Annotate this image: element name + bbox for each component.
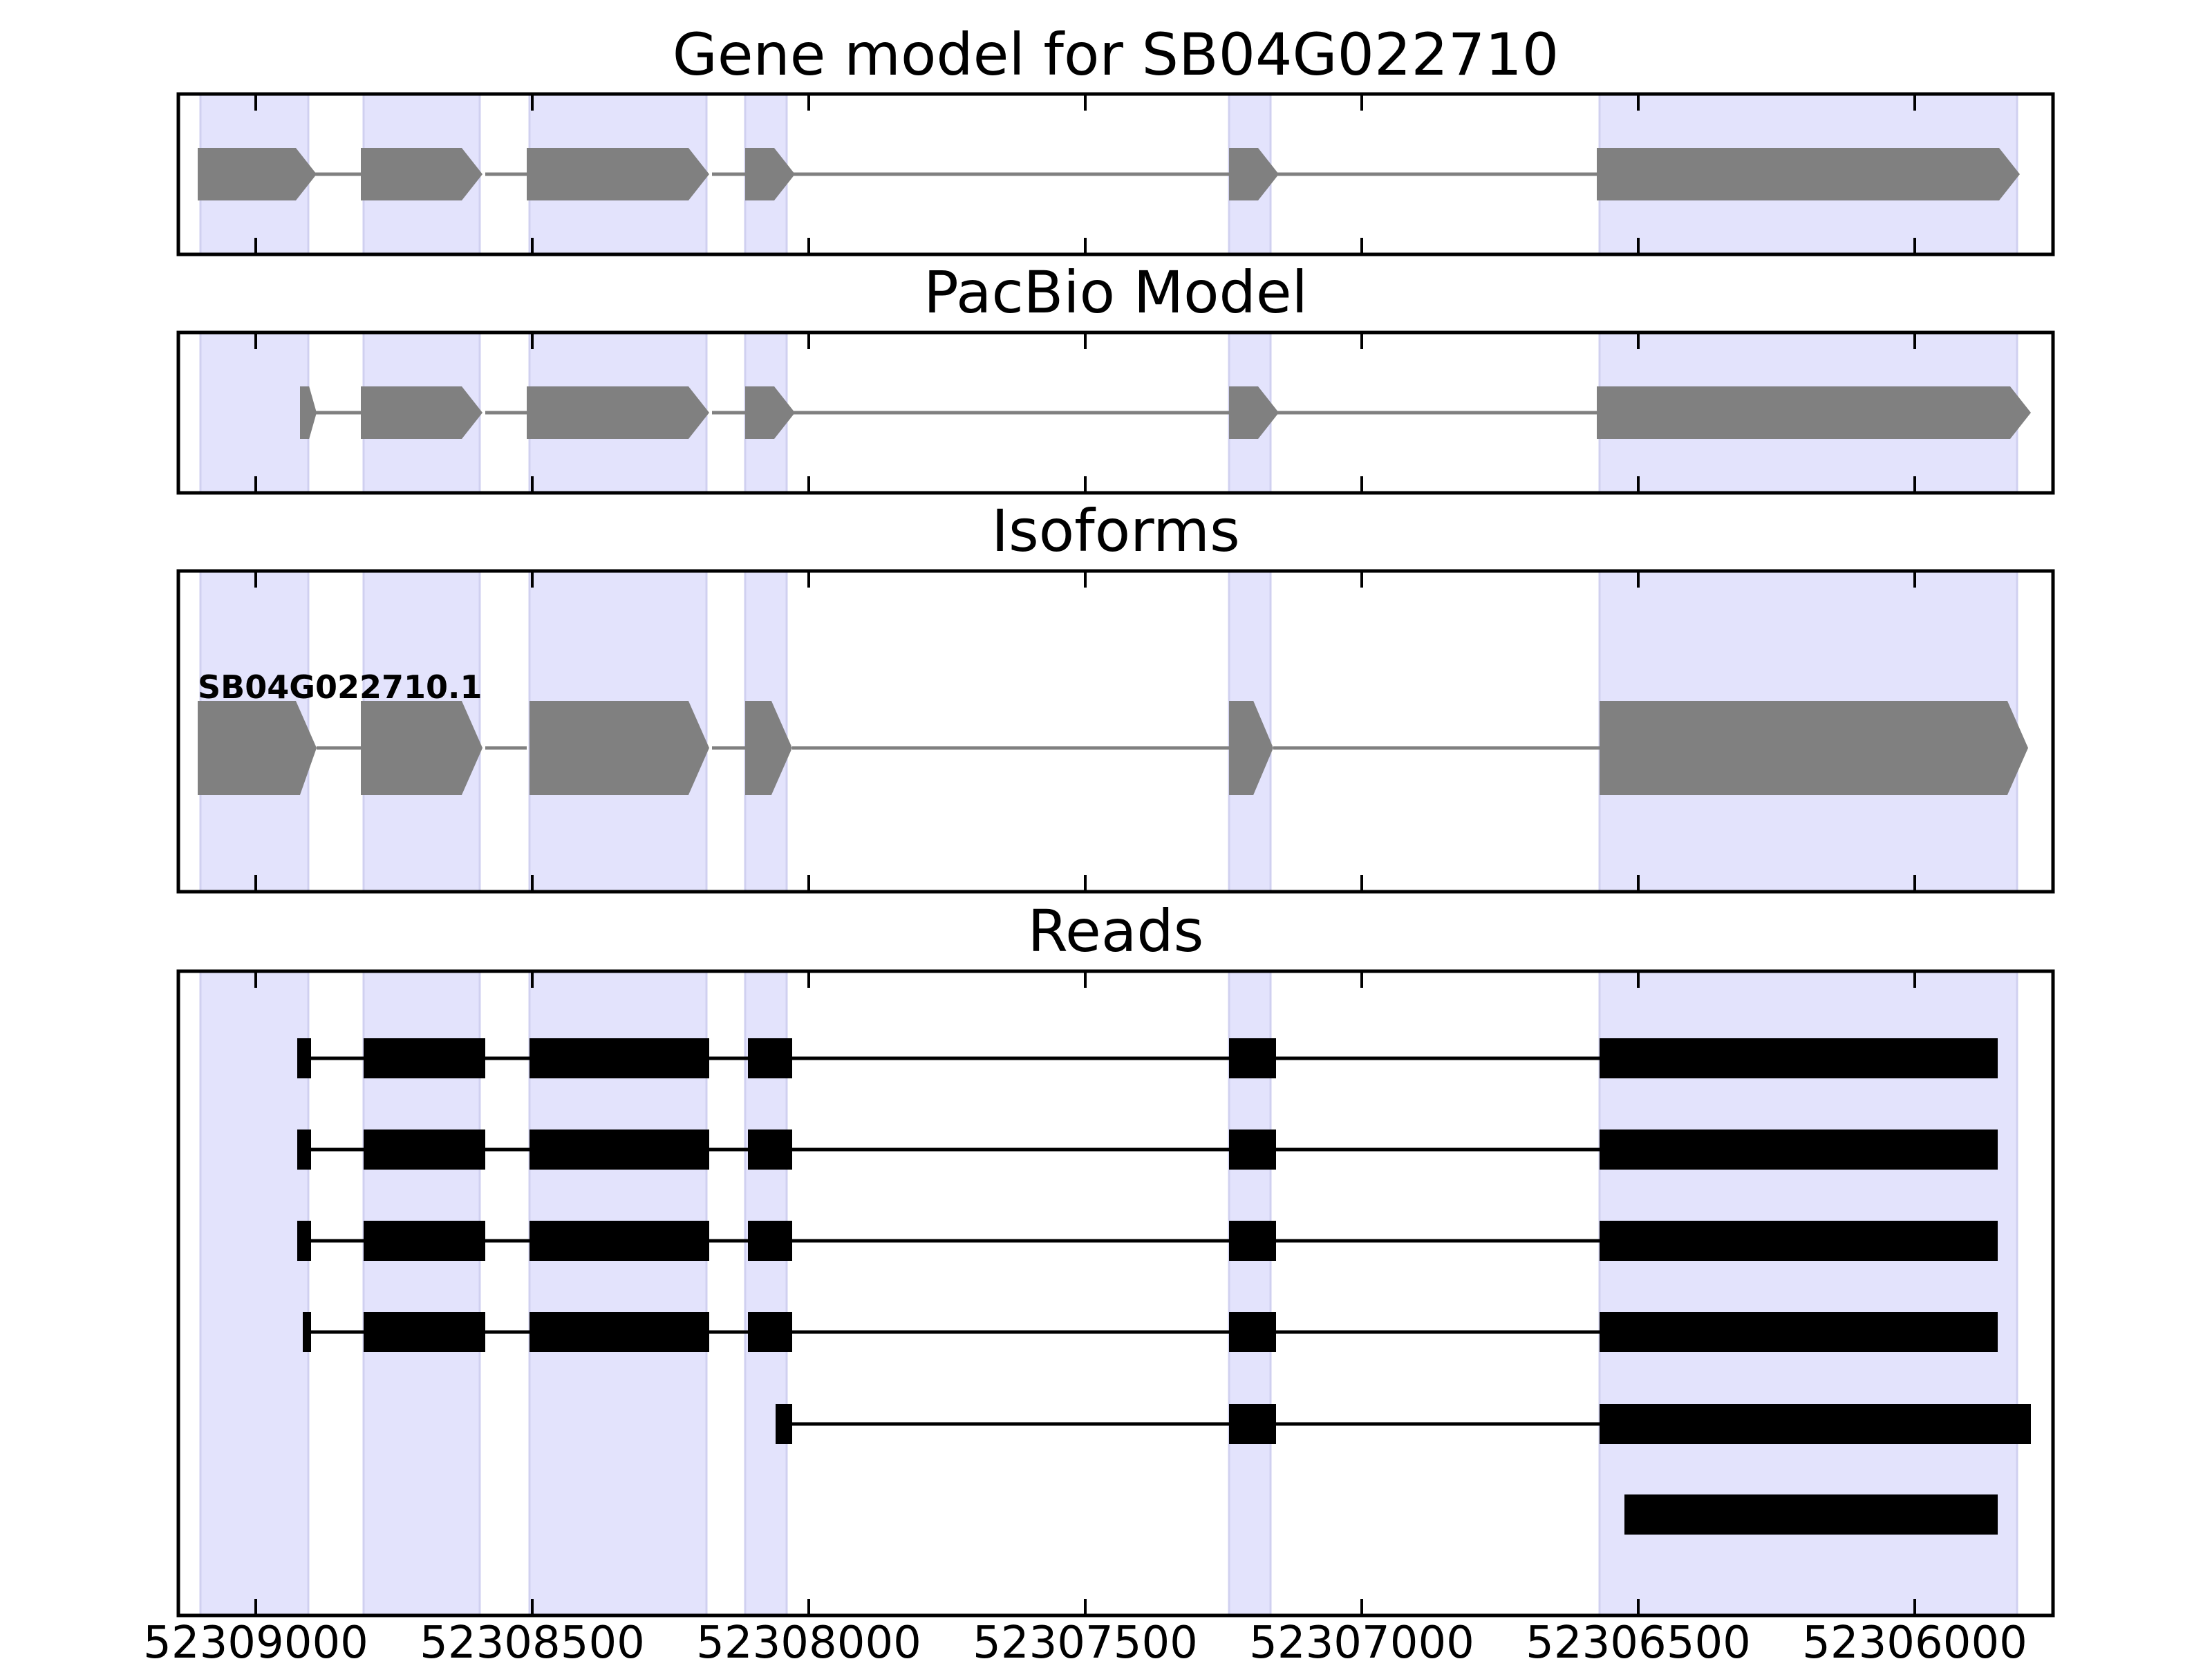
- exon-arrow: [1600, 701, 2028, 795]
- exon-arrow: [361, 148, 482, 200]
- exon-arrow: [527, 386, 709, 439]
- read-exon: [529, 1312, 709, 1352]
- read-exon: [1624, 1494, 1998, 1535]
- read-4: [303, 1312, 1998, 1352]
- exon-arrow: [300, 386, 317, 439]
- panel-title: Reads: [1028, 897, 1204, 965]
- read-5: [776, 1404, 2031, 1444]
- read-exon: [297, 1130, 311, 1170]
- read-exon: [1229, 1404, 1276, 1444]
- exon-arrow: [361, 701, 482, 795]
- read-exon: [364, 1038, 485, 1078]
- x-tick-label: 52306500: [1526, 1618, 1751, 1659]
- read-exon: [1600, 1312, 1998, 1352]
- exon-band: [200, 971, 308, 1615]
- exon-arrow: [1597, 386, 2031, 439]
- read-exon: [303, 1312, 311, 1352]
- panel-reads-3: Reads: [178, 897, 2053, 1615]
- exon-arrow: [529, 701, 709, 795]
- read-exon: [297, 1038, 311, 1078]
- read-exon: [1600, 1130, 1998, 1170]
- read-exon: [1229, 1130, 1276, 1170]
- panel-isoform-2: Isoforms SB04G022710.1: [178, 497, 2053, 892]
- read-exon: [748, 1130, 792, 1170]
- read-exon: [1229, 1038, 1276, 1078]
- x-tick-label: 52306000: [1802, 1618, 2027, 1659]
- read-exon: [529, 1130, 709, 1170]
- isoform-label: SB04G022710.1: [198, 668, 482, 706]
- panel-title: Isoforms: [991, 497, 1240, 565]
- panel-title: Gene model for SB04G022710: [673, 21, 1559, 88]
- read-6: [1624, 1494, 1998, 1535]
- read-exon: [529, 1221, 709, 1261]
- read-1: [297, 1038, 1998, 1078]
- read-exon: [1229, 1312, 1276, 1352]
- panel-model-1: PacBio Model: [178, 259, 2053, 493]
- read-exon: [748, 1221, 792, 1261]
- read-exon: [364, 1221, 485, 1261]
- x-tick-label: 52308500: [420, 1618, 645, 1659]
- read-exon: [1600, 1404, 2031, 1444]
- read-exon: [529, 1038, 709, 1078]
- x-tick-label: 52307000: [1249, 1618, 1474, 1659]
- read-exon: [748, 1312, 792, 1352]
- panel-model-0: Gene model for SB04G022710: [178, 21, 2053, 254]
- x-axis: 52309000 52308500 52308000 52307500 52307000…: [143, 1618, 2027, 1659]
- read-exon: [1600, 1038, 1998, 1078]
- x-tick-label: 52309000: [143, 1618, 368, 1659]
- read-exon: [1600, 1221, 1998, 1261]
- exon-arrow: [527, 148, 709, 200]
- exon-arrow: [198, 701, 317, 795]
- exon-arrow: [1597, 148, 2020, 200]
- exon-arrow: [198, 148, 317, 200]
- read-2: [297, 1130, 1998, 1170]
- read-exon: [364, 1312, 485, 1352]
- read-exon: [748, 1038, 792, 1078]
- read-exon: [776, 1404, 792, 1444]
- read-exon: [297, 1221, 311, 1261]
- panel-title: PacBio Model: [924, 259, 1308, 326]
- read-exon: [364, 1130, 485, 1170]
- panels-layer: Gene model for SB04G022710 PacBio Model Is…: [178, 21, 2053, 1615]
- exon-arrow: [361, 386, 482, 439]
- read-exon: [1229, 1221, 1276, 1261]
- x-tick-label: 52308000: [696, 1618, 921, 1659]
- read-3: [297, 1221, 1998, 1261]
- exon-band: [200, 332, 308, 493]
- x-tick-label: 52307500: [973, 1618, 1198, 1659]
